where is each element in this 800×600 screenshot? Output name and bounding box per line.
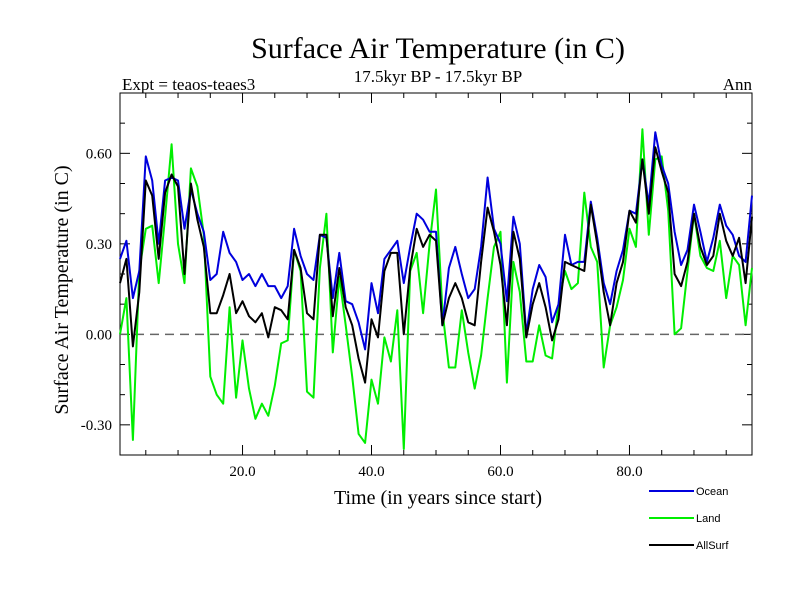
legend-label-land: Land bbox=[696, 513, 720, 525]
y-axis-label: Surface Air Temperature (in C) bbox=[51, 165, 73, 414]
y-tick-label: 0.60 bbox=[86, 146, 112, 162]
plot-area: 20.0 40.0 60.0 80.0 -0.30 0.00 0.30 0.60 bbox=[81, 92, 753, 480]
y-tick-label: -0.30 bbox=[81, 418, 112, 434]
x-tick-label: 20.0 bbox=[229, 464, 255, 480]
legend: Ocean Land AllSurf bbox=[649, 486, 729, 552]
y-tick-label: 0.30 bbox=[86, 237, 112, 253]
x-tick-label: 80.0 bbox=[616, 464, 642, 480]
legend-label-allsurf: AllSurf bbox=[696, 540, 729, 552]
y-tick-label: 0.00 bbox=[86, 327, 112, 343]
experiment-label: Expt = teaos-teaes3 bbox=[122, 75, 255, 94]
legend-label-ocean: Ocean bbox=[696, 486, 728, 498]
x-tick-label: 40.0 bbox=[358, 464, 384, 480]
season-label: Ann bbox=[723, 75, 753, 94]
chart-subtitle: 17.5kyr BP - 17.5kyr BP bbox=[354, 67, 522, 86]
series-line-allsurf bbox=[119, 146, 753, 384]
x-axis-label: Time (in years since start) bbox=[334, 487, 542, 509]
chart-title: Surface Air Temperature (in C) bbox=[251, 32, 625, 65]
series-line-land bbox=[119, 128, 753, 450]
x-tick-label: 60.0 bbox=[487, 464, 513, 480]
